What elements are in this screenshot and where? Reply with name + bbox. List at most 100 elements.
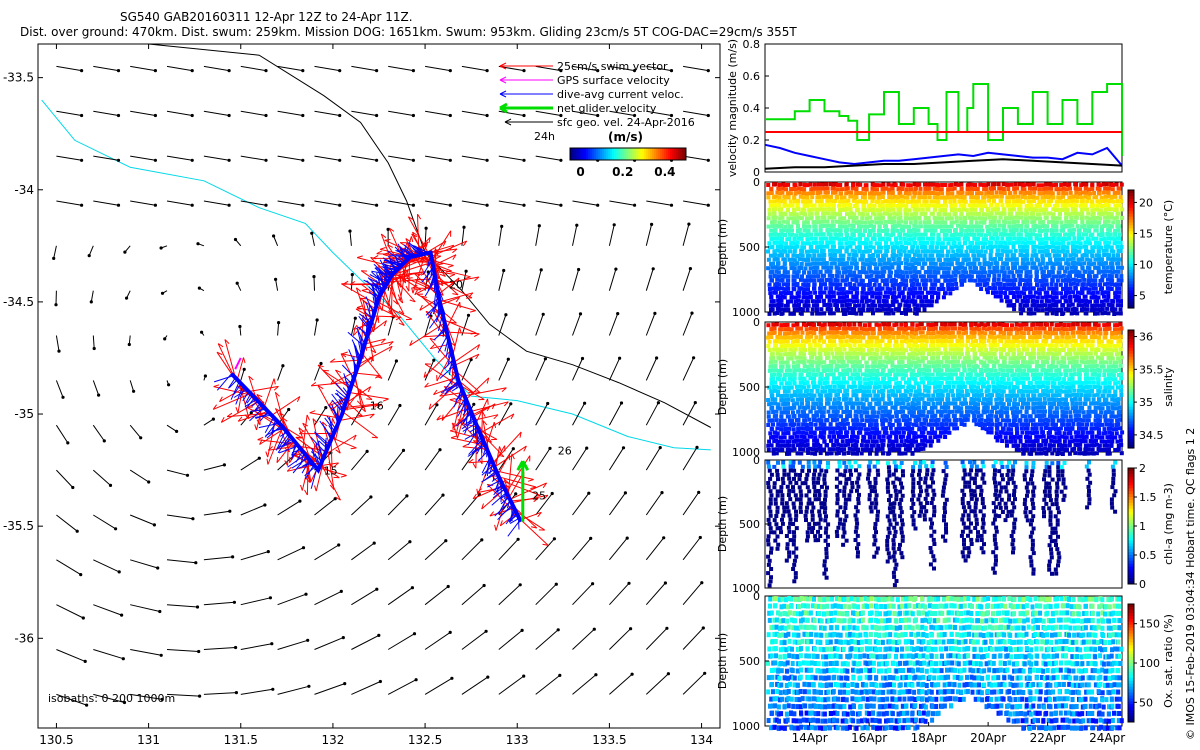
profile-sample	[999, 257, 1004, 261]
sfc-vector	[93, 693, 125, 703]
sfc-vector	[387, 587, 413, 606]
profile-sample	[838, 212, 842, 217]
profile-sample	[791, 253, 796, 258]
profile-sample	[1045, 290, 1050, 295]
profile-sample	[1042, 211, 1047, 216]
profile-sample	[1083, 269, 1088, 274]
profile-sample	[793, 191, 798, 196]
profile-sample	[941, 274, 946, 279]
profile-sample	[983, 233, 988, 238]
profile-sample	[970, 241, 975, 245]
profile-sample	[940, 224, 945, 229]
profile-sample	[964, 228, 969, 233]
profile-sample	[892, 219, 897, 224]
profile-sample	[892, 282, 897, 287]
profile-sample	[1059, 291, 1064, 296]
profile-sample	[940, 253, 945, 258]
profile-sample	[808, 295, 813, 299]
profile-sample	[1046, 220, 1051, 225]
sfc-vector	[683, 65, 709, 72]
profile-sample	[827, 198, 832, 203]
sfc-vector	[90, 290, 94, 302]
profile-sample	[1111, 249, 1116, 254]
sfc-vector-head	[633, 203, 637, 207]
profile-sample	[1064, 203, 1069, 208]
profile-sample	[855, 265, 859, 270]
sfc-vector-head	[630, 672, 634, 676]
profile-sample	[1103, 198, 1108, 203]
profile-sample	[770, 278, 774, 283]
profile-sample	[872, 237, 877, 242]
sfc-vector	[535, 538, 555, 561]
swim-vector	[342, 411, 378, 439]
profile-sample	[789, 245, 794, 250]
sfc-vector-head	[665, 626, 669, 630]
profile-sample	[954, 232, 959, 237]
profile-sample	[930, 299, 934, 304]
sfc-vector-head	[543, 357, 548, 361]
profile-sample	[1104, 269, 1109, 274]
sfc-vector-head	[227, 113, 231, 118]
sfc-vector	[93, 110, 119, 116]
profile-sample	[878, 291, 883, 296]
profile-sample	[1018, 190, 1023, 195]
profile-sample	[854, 195, 859, 200]
profile-sample	[768, 303, 773, 308]
swim-vector	[257, 439, 297, 445]
profile-sample	[997, 286, 1002, 291]
profile-sample	[1050, 270, 1055, 275]
sfc-vector-head	[80, 203, 84, 207]
profile-sample	[1100, 290, 1105, 295]
sfc-vector-head	[587, 491, 591, 495]
profile-sample	[898, 248, 903, 253]
profile-sample	[767, 207, 772, 212]
profile-sample	[776, 274, 781, 279]
profile-sample	[782, 203, 787, 208]
profile-sample	[1082, 307, 1086, 312]
profile-sample	[1054, 311, 1059, 316]
swim-vector-head	[330, 379, 335, 385]
profile-sample	[996, 182, 1001, 187]
profile-sample	[862, 195, 867, 200]
sfc-vector-head	[693, 401, 697, 405]
sfc-vector	[92, 469, 111, 486]
profile-sample	[792, 195, 797, 200]
profile-sample	[929, 228, 934, 233]
profile-sample	[1043, 303, 1048, 308]
profile-sample	[965, 253, 970, 258]
sfc-vector	[609, 65, 635, 72]
profile-sample	[1018, 232, 1023, 237]
profile-sample	[861, 295, 865, 300]
sfc-vector	[682, 492, 700, 516]
sfc-vector-head	[485, 113, 489, 118]
profile-sample	[802, 270, 807, 275]
profile-sample	[1074, 211, 1079, 216]
profile-sample	[835, 278, 840, 283]
sfc-vector-head	[486, 675, 490, 679]
profile-sample	[1088, 258, 1093, 263]
profile-sample	[777, 195, 782, 200]
sfc-vector	[608, 447, 624, 471]
sfc-vector	[273, 235, 279, 246]
profile-sample	[1112, 312, 1117, 316]
profile-sample	[785, 303, 790, 308]
sfc-vector-head	[120, 613, 124, 617]
swim-vector	[287, 464, 315, 472]
profile-sample	[776, 286, 781, 291]
sfc-vector-head	[585, 446, 589, 450]
profile-sample	[777, 282, 782, 287]
profile-sample	[848, 298, 853, 303]
profile-sample	[825, 186, 830, 191]
profile-sample	[813, 270, 818, 274]
profile-sample	[1037, 212, 1042, 217]
swim-vector-head	[367, 386, 372, 393]
profile-sample	[1071, 198, 1076, 203]
sfc-vector-head	[633, 113, 637, 118]
profile-sample	[1029, 257, 1034, 262]
profile-sample	[812, 182, 817, 187]
profile-sample	[821, 265, 826, 270]
profile-sample	[1023, 216, 1028, 221]
profile-sample	[1007, 241, 1012, 246]
profile-sample	[892, 215, 897, 220]
profile-sample	[806, 258, 811, 262]
